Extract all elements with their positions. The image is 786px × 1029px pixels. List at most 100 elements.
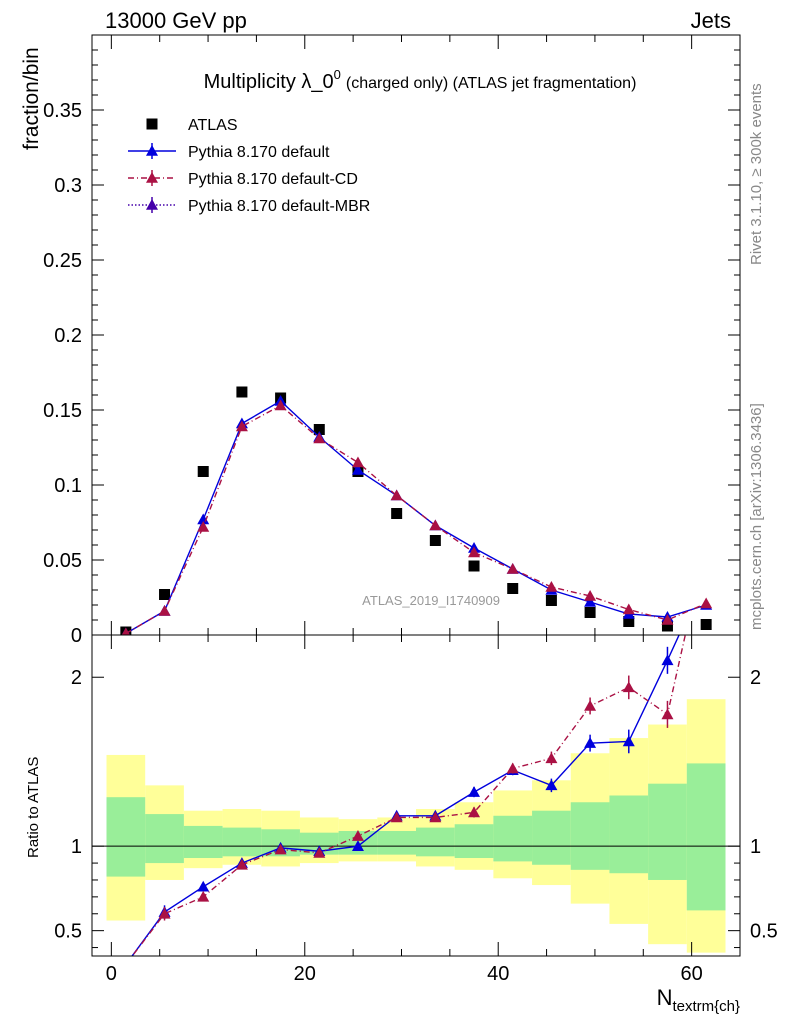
mc-point <box>468 546 481 558</box>
atlas-data-point <box>236 386 248 398</box>
main-y-axis-label: fraction/bin <box>20 47 43 150</box>
legend-entry-label: Pythia 8.170 default <box>188 144 330 161</box>
ratio-point <box>351 840 364 851</box>
main-y-tick-label: 0.1 <box>54 475 82 497</box>
mc-series-line <box>125 404 707 635</box>
mc-point <box>622 603 635 615</box>
mc-point <box>158 605 171 616</box>
ratio-y-axis-label: Ratio to ATLAS <box>25 757 42 858</box>
legend-entry-label: Pythia 8.170 default-CD <box>188 171 358 188</box>
mc-point <box>197 513 210 525</box>
uncertainty-band-inner <box>493 815 533 862</box>
ratio-point <box>584 699 597 711</box>
plot-title-main: Multiplicity λ_0 <box>204 71 334 93</box>
uncertainty-band-inner <box>222 827 262 857</box>
rivet-version-label: Rivet 3.1.10, ≥ 300k events <box>748 83 765 265</box>
ratio-point <box>506 762 519 774</box>
atlas-data-point <box>468 560 480 572</box>
x-axis-label: Ntextrm{ch} <box>657 985 740 1015</box>
x-tick-label: 0 <box>106 963 117 985</box>
atlas-data-point <box>700 619 712 630</box>
ratio-point <box>429 811 442 823</box>
atlas-data-point <box>623 616 635 627</box>
legend: ATLAS Pythia 8.170 default Pythia 8.170 de… <box>128 117 370 215</box>
main-y-tick-label: 0.25 <box>43 250 82 272</box>
mc-point <box>429 519 442 531</box>
main-series <box>120 386 713 635</box>
mc-point <box>351 464 364 475</box>
mc-point <box>584 596 597 607</box>
x-tick-label: 20 <box>294 963 316 985</box>
ratio-y-tick-label: 0.5 <box>54 921 82 943</box>
main-y-tick-label: 0.15 <box>43 400 82 422</box>
legend-marker-triangle <box>146 172 158 183</box>
ratio-point <box>700 536 712 547</box>
mc-point <box>121 627 131 635</box>
ratio-series <box>120 536 712 969</box>
mcplots-label: mcplots.cern.ch [arXiv:1306.3436] <box>748 403 765 630</box>
atlas-data-point <box>429 535 441 546</box>
ratio-point <box>313 846 326 858</box>
ratio-bands <box>92 699 740 953</box>
uncertainty-band-inner <box>570 802 610 870</box>
uncertainty-band-inner <box>609 795 649 874</box>
ratio-y-tick-label: 2 <box>71 667 82 689</box>
ratio-point <box>120 958 132 969</box>
ratio-point <box>274 843 287 855</box>
legend-marker-square <box>146 118 158 130</box>
header-right: Jets <box>691 8 731 33</box>
mc-point <box>584 590 597 601</box>
ratio-point <box>235 858 248 870</box>
plot-title-superscript: 0 <box>334 67 341 82</box>
plot-title-tail: (charged only) (ATLAS jet fragmentation) <box>346 75 637 92</box>
uncertainty-band-inner <box>648 783 687 880</box>
uncertainty-band-inner <box>416 827 455 857</box>
mc-point <box>274 399 287 411</box>
uncertainty-band-inner <box>106 797 146 877</box>
atlas-data-point <box>545 595 557 606</box>
ratio-point <box>622 681 635 693</box>
x-tick-label: 60 <box>681 963 703 985</box>
ratio-series-line <box>131 635 680 956</box>
ratio-point <box>120 958 132 969</box>
main-y-tick-label: 0.05 <box>43 550 82 572</box>
ratio-point <box>545 779 558 791</box>
x-axis-label-subscript: textrm{ch} <box>672 998 740 1015</box>
ratio-point <box>158 907 171 919</box>
ratio-point <box>197 880 210 892</box>
plot-title: Multiplicity λ_00 (charged only) (ATLAS j… <box>204 67 637 93</box>
legend-entry-label: Pythia 8.170 default-MBR <box>188 198 370 215</box>
mc-point <box>235 420 248 432</box>
main-y-tick-label: 0.2 <box>54 325 82 347</box>
main-y-tick-label: 0 <box>71 625 82 647</box>
atlas-data-point <box>507 583 519 594</box>
analysis-watermark: ATLAS_2019_I1740909 <box>362 593 500 608</box>
legend-entry-label: ATLAS <box>188 117 238 134</box>
mc-point <box>700 597 713 609</box>
uncertainty-band-inner <box>183 825 223 859</box>
mc-point <box>197 521 210 532</box>
uncertainty-band-inner <box>686 763 726 911</box>
header-left: 13000 GeV pp <box>105 8 247 33</box>
uncertainty-band-inner <box>532 810 571 865</box>
atlas-data-point <box>584 607 596 618</box>
uncertainty-band-inner <box>145 814 184 864</box>
uncertainty-band-inner <box>377 830 416 855</box>
mc-point <box>661 614 674 625</box>
mc-point <box>390 489 403 501</box>
ratio-point <box>700 570 712 581</box>
ratio-plot-frame <box>91 634 741 957</box>
ratio-point <box>661 654 674 666</box>
ratio-point <box>468 806 481 818</box>
mc-point <box>313 432 326 444</box>
ratio-point <box>584 737 597 748</box>
atlas-data-point <box>313 424 325 435</box>
ratio-point <box>661 708 674 720</box>
ratio-y-tick-label-right: 1 <box>750 836 761 858</box>
main-y-tick-label: 0.35 <box>43 100 82 122</box>
mc-point <box>545 581 558 592</box>
ratio-point <box>197 890 210 902</box>
atlas-data-point <box>661 620 673 632</box>
ratio-y-tick-label-right: 2 <box>750 667 761 689</box>
